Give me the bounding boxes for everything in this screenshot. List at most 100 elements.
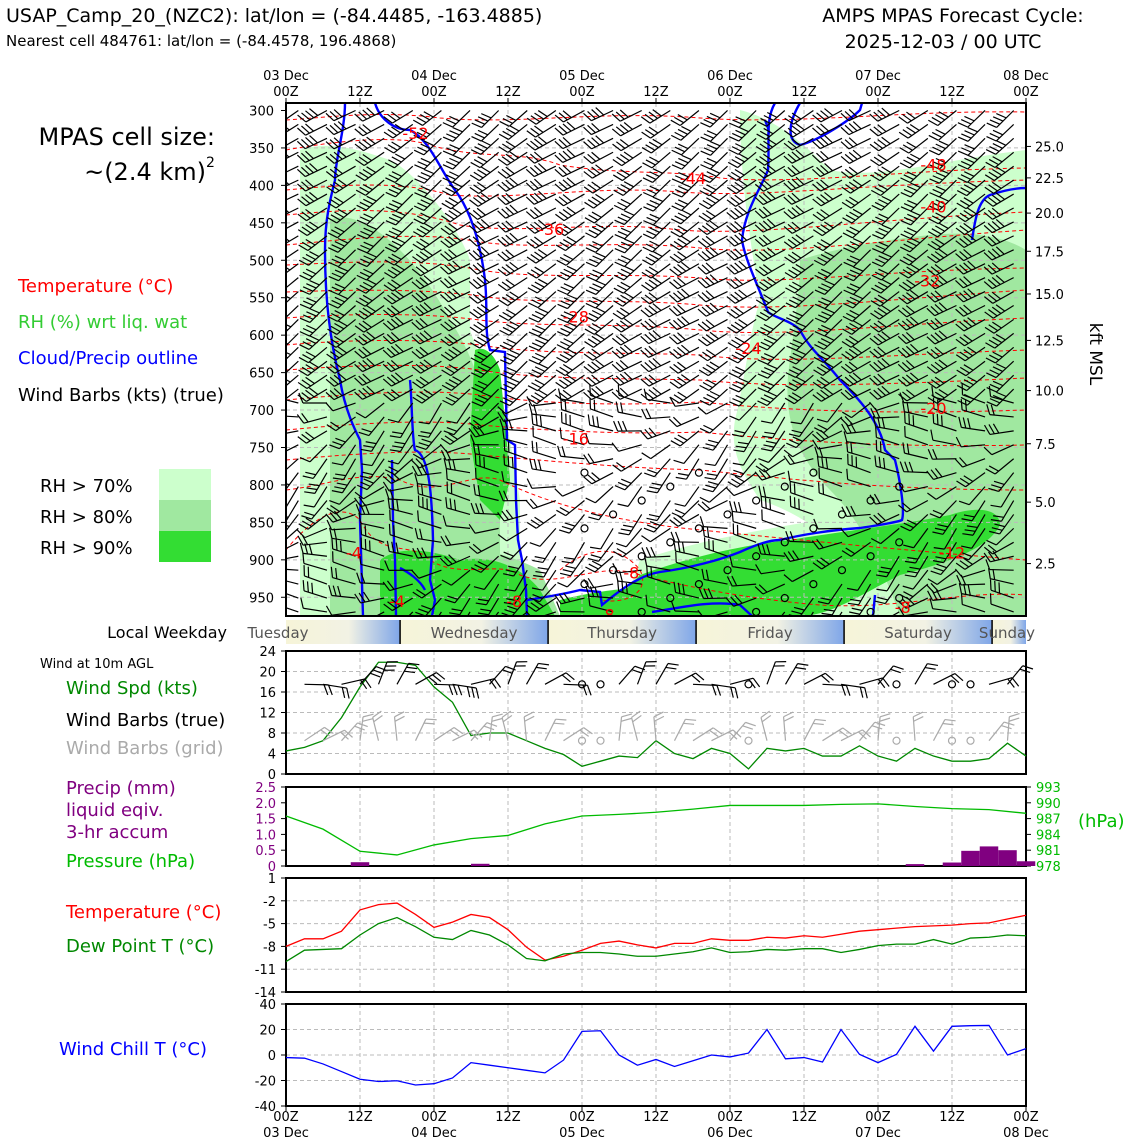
barb-tick bbox=[612, 159, 623, 167]
barb-tick bbox=[273, 425, 279, 436]
barb-tick bbox=[677, 199, 689, 205]
barb-tick bbox=[930, 279, 940, 288]
wind-barb bbox=[526, 109, 557, 125]
wind-barb bbox=[761, 402, 786, 424]
wind-barb bbox=[498, 123, 528, 140]
barb-tick bbox=[360, 523, 363, 535]
wind-barb bbox=[985, 458, 1015, 475]
wind-barb-grid bbox=[414, 718, 437, 741]
wind-barb bbox=[926, 330, 957, 345]
wind-barb bbox=[897, 343, 929, 358]
barb-shaft bbox=[673, 719, 686, 741]
barb-tick bbox=[533, 151, 543, 160]
wind-barb bbox=[580, 468, 589, 477]
barb-tick bbox=[298, 259, 309, 266]
wind-barb bbox=[932, 398, 957, 418]
barb-tick bbox=[503, 397, 514, 403]
barb-tick bbox=[644, 129, 655, 137]
barb-tick bbox=[995, 274, 1005, 283]
barb-tick bbox=[591, 166, 601, 175]
barb-tick bbox=[992, 394, 1004, 401]
barb-tick bbox=[525, 211, 535, 220]
barb-tick bbox=[473, 308, 483, 317]
barb-tick bbox=[333, 348, 344, 356]
barb-tick bbox=[992, 366, 1003, 372]
barb-tick bbox=[792, 339, 803, 345]
barb-tick bbox=[362, 387, 372, 396]
barb-tick bbox=[624, 238, 635, 244]
barb-tick bbox=[762, 435, 773, 439]
barb-tick bbox=[967, 181, 978, 188]
barb-tick bbox=[706, 393, 717, 400]
wind-barb bbox=[613, 179, 643, 196]
wind-barb-true bbox=[655, 662, 679, 685]
barb-shaft bbox=[677, 277, 700, 290]
barb-shaft bbox=[397, 444, 414, 465]
barb-tick bbox=[760, 383, 772, 390]
barb-tick bbox=[642, 177, 653, 184]
barb-tick bbox=[477, 485, 481, 496]
wind-barb bbox=[589, 384, 614, 404]
barb-shaft bbox=[338, 486, 357, 505]
barb-tick bbox=[956, 574, 962, 586]
barb-tick bbox=[531, 314, 543, 320]
barb-tick bbox=[616, 462, 626, 470]
wind-barb bbox=[589, 528, 614, 550]
barb-tick bbox=[477, 156, 488, 163]
barb-tick bbox=[306, 283, 317, 289]
barb-tick bbox=[554, 140, 564, 150]
wind-barb bbox=[899, 392, 928, 404]
wind-barb bbox=[754, 179, 786, 192]
wind-barb bbox=[412, 235, 442, 251]
barb-tick bbox=[795, 293, 806, 300]
wind-barb bbox=[700, 110, 728, 128]
barb-tick bbox=[411, 336, 421, 345]
barb-tick bbox=[995, 246, 1005, 255]
barb-tick bbox=[849, 226, 860, 233]
barb-tick bbox=[787, 166, 797, 176]
wind-barb bbox=[956, 472, 986, 488]
barb-tick bbox=[702, 446, 714, 451]
barb-shaft bbox=[507, 291, 528, 307]
barb-tick bbox=[440, 308, 449, 317]
barb-tick bbox=[788, 115, 798, 123]
barb-tick bbox=[358, 431, 370, 437]
wind-barb bbox=[786, 332, 814, 351]
barb-tick bbox=[816, 559, 826, 568]
wind-barb bbox=[286, 305, 299, 323]
wind-barb bbox=[557, 569, 585, 588]
barb-tick bbox=[327, 684, 333, 696]
barb-tick bbox=[471, 372, 482, 379]
barb-tick bbox=[697, 406, 707, 415]
barb-tick bbox=[471, 122, 482, 128]
barb-tick bbox=[391, 266, 402, 274]
wind-barb bbox=[983, 218, 1014, 234]
barb-tick bbox=[959, 560, 970, 568]
barb-tick bbox=[305, 517, 316, 525]
barb-tick bbox=[273, 113, 282, 123]
wind-barb bbox=[612, 137, 643, 152]
wind-barb bbox=[875, 439, 900, 460]
y-tick-label: 24 bbox=[259, 645, 276, 660]
wind-barb bbox=[554, 592, 585, 605]
barb-tick bbox=[640, 296, 651, 305]
barb-tick bbox=[698, 354, 708, 362]
barb-tick bbox=[673, 517, 683, 525]
wind-barb bbox=[303, 486, 328, 508]
barb-tick bbox=[276, 581, 283, 592]
barb-tick bbox=[813, 259, 825, 266]
barb-shaft bbox=[475, 527, 499, 534]
barb-tick bbox=[366, 107, 376, 116]
wind-barb bbox=[846, 441, 871, 460]
wind-barb bbox=[382, 471, 414, 484]
barb-tick bbox=[940, 415, 943, 427]
barb-tick bbox=[731, 158, 742, 166]
calm-circle bbox=[895, 482, 904, 491]
barb-tick bbox=[707, 588, 714, 599]
barb-tick bbox=[816, 211, 826, 219]
barb-tick bbox=[726, 487, 735, 496]
barb-tick bbox=[906, 401, 910, 413]
barb-tick bbox=[763, 309, 774, 316]
barb-tick bbox=[305, 389, 315, 398]
wind-barb bbox=[286, 486, 299, 508]
